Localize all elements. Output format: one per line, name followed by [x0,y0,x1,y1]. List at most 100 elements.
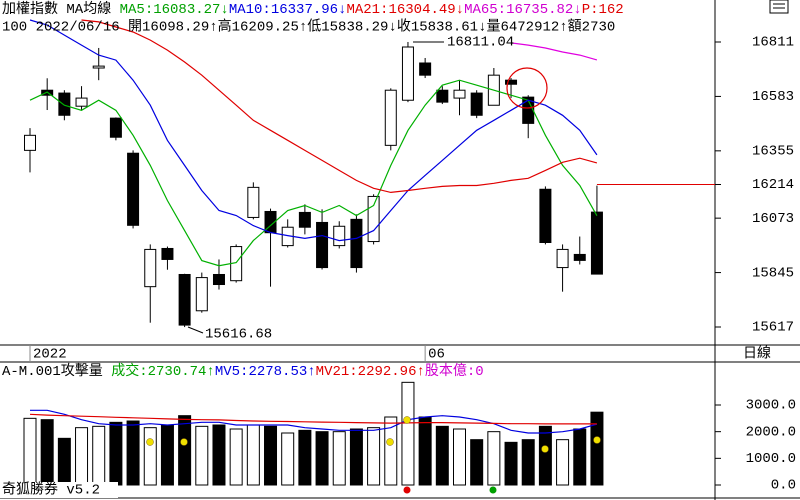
candle-body [75,97,88,107]
icon-box[interactable] [769,0,789,14]
price-plot [24,19,715,328]
volume-bar [401,381,415,486]
candle-body [453,89,466,99]
volume-bar [556,439,570,486]
header-part: 股本億:0 [425,363,484,380]
candle-body [58,92,71,116]
candle-body [316,221,329,269]
header-part: MV5:2278.53↑ [215,364,316,380]
volume-bar [212,424,226,486]
volume-bar [109,421,123,486]
y-tick-label: 16073 [752,211,794,227]
volume-bar [246,424,260,486]
y-tick-label: 16583 [752,89,794,105]
volume-bar [367,427,381,486]
candle-body [505,79,518,85]
candle-body [350,218,363,269]
volume-bar [57,437,71,486]
candle-body [127,152,140,226]
candle-body [24,134,36,151]
candle-body [109,117,122,138]
candle-body [436,89,449,103]
header-part: MA5:16083.27↓ [120,2,229,18]
volume-bar [470,439,484,486]
candle-body [401,46,414,101]
volume-bar [435,425,449,486]
x-tick-label: 06 [428,347,445,363]
volume-bar [453,428,466,486]
candle-body [195,277,208,312]
candle-body [590,211,603,275]
volume-bar [332,431,346,486]
volume-bar [229,428,243,486]
signal-dot [541,445,549,453]
volume-bar [315,431,329,486]
volume-bar [195,425,209,486]
candle-body [161,247,174,260]
y-tick-label: 15617 [752,320,794,336]
average-line [510,42,598,61]
signal-dot [489,486,497,494]
signal-dot [593,436,601,444]
header-part: MV21:2292.96↑ [316,364,425,380]
volume-bar [143,427,157,486]
period-label[interactable]: 日線 [743,346,771,363]
average-line [29,79,598,267]
volume-bar [349,428,363,486]
header-part: 加權指數 MA均線 [2,1,120,18]
signal-dot [146,438,154,446]
volume-bar [298,429,312,486]
footer-bg [0,482,118,498]
volume-bar [521,439,535,486]
volume-bar [384,416,398,486]
volume-bar [590,411,604,486]
y-tick-label: 16811 [752,35,794,51]
volume-bar [504,441,518,486]
volume-bar [281,432,295,486]
header-part: P:162 [582,2,624,18]
candle-body [470,92,483,116]
volume-bar [573,428,587,486]
volume-bar [538,425,552,486]
signal-dot [180,438,188,446]
header-part: MA21:16304.49↓ [346,2,464,18]
header-part: MA10:16337.96↓ [229,2,347,18]
volume-bar [418,416,432,486]
overlay: 16811.04 15616.68 加權指數 MA均線 MA5:16083.27… [0,1,771,499]
candle-body [212,273,225,286]
average-line [81,19,598,194]
candle-body [92,65,105,69]
candle-body [298,211,311,228]
volume-bar [487,431,501,486]
y-tick-label: 0.0 [771,478,796,494]
signal-dot [403,486,411,494]
candle-body [384,89,397,146]
candle-body [178,273,191,326]
header-part: 成交:2730.74↑ [111,362,215,380]
footer: 奇狐勝券 v5.2 [2,481,100,499]
candle-body [573,253,586,261]
volume-bar [92,425,106,486]
candle-body [367,195,380,243]
candle-body [247,186,260,218]
candle-body [333,225,346,247]
volume-header: A-M.001攻擊量 成交:2730.74↑MV5:2278.53↑MV21:2… [2,362,484,380]
volume-bar [126,420,140,486]
header-part: A-M.001攻擊量 [2,362,111,380]
annotation-leader [187,326,204,334]
candle-body [419,62,432,76]
header-quote: 100 2022/06/16 開16098.29↑高16209.25↑低1583… [2,18,615,36]
volume-bar [178,415,192,486]
volume-bar [264,425,278,486]
x-tick-label: 2022 [33,347,67,363]
y-tick-label: 3000.0 [746,398,796,414]
header-part: MA65:16735.82↓ [464,2,582,18]
volume-bar [40,419,54,486]
average-line [30,409,598,434]
annotation: 16811.04 [447,35,514,51]
y-tick-label: 1000.0 [746,451,796,467]
volume-bar [75,427,89,486]
candle-body [539,188,552,244]
window-icon[interactable] [769,0,789,14]
